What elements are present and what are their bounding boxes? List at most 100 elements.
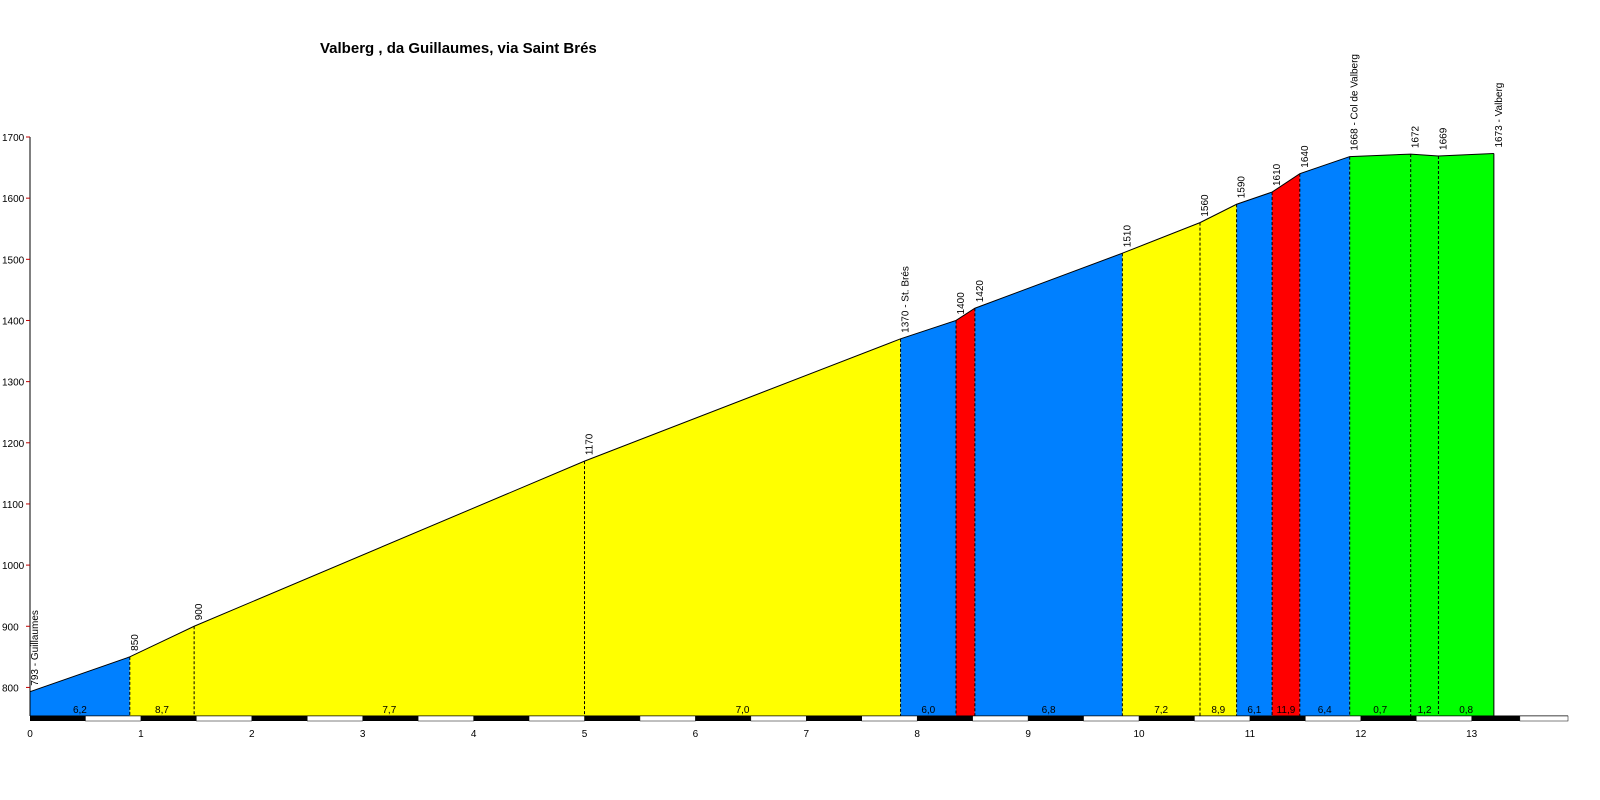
km-bar-light xyxy=(861,715,918,722)
gradient-labels: 6,2 8,7 7,7 7,0 6,0 6,8 7,2 8,9 6,1 11,9 6,4 0,7 1,2… xyxy=(73,705,1474,716)
elevation-label: 1590 xyxy=(1237,176,1248,199)
km-bar-dark xyxy=(1139,716,1195,721)
km-bar-dark xyxy=(806,716,862,721)
x-tick-label: 1 xyxy=(138,729,144,740)
chart-title: Valberg , da Guillaumes, via Saint Brés xyxy=(320,40,597,57)
elevation-label: 1370 - St. Brés xyxy=(901,266,912,333)
profile-segment xyxy=(584,338,901,716)
x-tick-label: 9 xyxy=(1025,729,1031,740)
km-bar-dark xyxy=(917,716,973,721)
x-tick-label: 3 xyxy=(360,729,366,740)
km-bar-dark xyxy=(1028,716,1084,721)
x-tick-label: 8 xyxy=(914,729,920,740)
x-tick-label: 13 xyxy=(1466,729,1478,740)
gradient-label: 11,9 xyxy=(1277,705,1296,716)
km-bar-dark xyxy=(30,716,86,721)
km-bar-dark xyxy=(1249,716,1306,721)
profile-segment xyxy=(1438,153,1494,716)
gradient-label: 6,2 xyxy=(73,705,87,716)
segment-dividers xyxy=(129,153,1495,716)
elevation-label: 1560 xyxy=(1200,194,1211,217)
profile-segment xyxy=(1410,154,1439,716)
x-axis: 0 1 2 3 4 5 6 7 8 9 10 11 12 13 xyxy=(27,715,1569,740)
x-tick-label: 12 xyxy=(1355,729,1367,740)
y-axis: 800 900 1000 1100 1200 1300 1400 1500 1600 1700 xyxy=(2,133,31,716)
gradient-label: 6,0 xyxy=(921,705,935,716)
gradient-label: 6,8 xyxy=(1042,705,1056,716)
x-tick-label: 4 xyxy=(471,729,477,740)
km-bar-light xyxy=(417,715,474,722)
gradient-label: 1,2 xyxy=(1418,705,1432,716)
y-tick-label: 1300 xyxy=(2,378,25,389)
profile-segments xyxy=(30,153,1494,717)
profile-segment xyxy=(1299,156,1350,716)
gradient-label: 0,7 xyxy=(1373,705,1387,716)
km-bar-dark xyxy=(584,716,640,721)
gradient-label: 8,7 xyxy=(155,705,169,716)
profile-segment xyxy=(1349,154,1411,716)
elevation-label: 1610 xyxy=(1272,163,1283,186)
elevation-label: 900 xyxy=(194,603,205,620)
km-bar-dark xyxy=(140,716,197,721)
km-bar-light xyxy=(750,715,807,722)
km-bar-light xyxy=(1416,715,1472,722)
profile-segment xyxy=(974,253,1123,716)
km-bar-light xyxy=(972,715,1029,722)
km-bar-light xyxy=(1305,715,1362,722)
x-tick-label: 5 xyxy=(582,729,588,740)
x-tick-label: 2 xyxy=(249,729,255,740)
gradient-label: 7,0 xyxy=(736,705,750,716)
profile-segment xyxy=(1199,204,1237,716)
profile-segment xyxy=(1122,222,1200,717)
gradient-label: 7,2 xyxy=(1154,705,1168,716)
elevation-label: 1669 xyxy=(1438,127,1449,150)
profile-segment xyxy=(30,656,130,716)
profile-segment xyxy=(1272,173,1300,717)
km-bar-light xyxy=(639,715,696,722)
elevation-label: 1673 - Valberg xyxy=(1494,83,1505,148)
km-bar-light xyxy=(1083,715,1140,722)
gradient-label: 6,4 xyxy=(1318,705,1332,716)
km-bar-dark xyxy=(362,716,419,721)
x-tick-label: 11 xyxy=(1245,729,1256,740)
x-tick-label: 10 xyxy=(1133,729,1145,740)
x-tick-label: 6 xyxy=(693,729,699,740)
profile-segment xyxy=(956,308,975,716)
elevation-labels: 793 - Guillaumes 850 900 1170 1370 - St. Bré… xyxy=(30,54,1505,686)
y-tick-label: 1700 xyxy=(2,133,25,144)
km-bar-dark xyxy=(473,716,530,721)
profile-line xyxy=(29,153,1494,693)
km-bar-dark xyxy=(251,716,308,721)
profile-segment xyxy=(129,626,195,716)
elevation-label: 1400 xyxy=(956,292,967,315)
km-bar-dark xyxy=(1471,716,1520,721)
gradient-label: 6,1 xyxy=(1247,705,1261,716)
profile-segment xyxy=(194,461,585,716)
y-tick-label: 1100 xyxy=(2,500,24,511)
profile-segment xyxy=(900,320,957,716)
km-bar-light xyxy=(528,715,585,722)
elevation-label: 850 xyxy=(130,634,141,651)
km-bar-dark xyxy=(1360,716,1417,721)
x-tick-label: 0 xyxy=(27,729,33,740)
elevation-label: 1668 - Col de Valberg xyxy=(1350,54,1361,151)
km-bar-light xyxy=(1194,715,1251,722)
profile-outline xyxy=(29,153,1494,693)
elevation-label: 1640 xyxy=(1300,145,1311,168)
elevation-label: 1170 xyxy=(585,433,596,455)
elevation-label: 793 - Guillaumes xyxy=(30,610,41,686)
km-bar-light xyxy=(85,715,142,722)
elevation-label: 1420 xyxy=(975,280,986,303)
gradient-label: 8,9 xyxy=(1211,705,1225,716)
km-bar-dark xyxy=(695,716,751,721)
elevation-label: 1510 xyxy=(1122,225,1133,248)
y-tick-label: 1400 xyxy=(2,316,25,327)
elevation-label: 1672 xyxy=(1411,125,1422,148)
x-tick-label: 7 xyxy=(804,729,810,740)
gradient-label: 7,7 xyxy=(382,705,396,716)
y-tick-label: 1000 xyxy=(2,561,25,572)
km-bar-light xyxy=(196,715,253,722)
gradient-label: 0,8 xyxy=(1459,705,1473,716)
y-tick-label: 800 xyxy=(2,683,19,694)
